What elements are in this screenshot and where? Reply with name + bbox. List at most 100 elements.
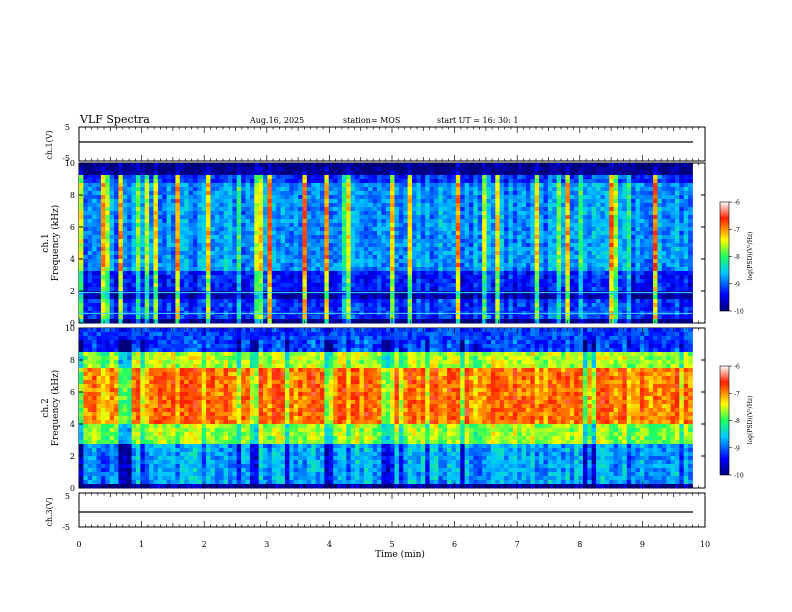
spectrogram-cell [302,263,308,268]
spectrogram-cell [127,243,132,248]
spectrogram-cell [674,195,680,200]
spectrogram-cell [258,163,264,168]
spectrogram-cell [385,167,391,172]
spectrogram-cell [184,191,189,196]
spectrogram-cell [486,219,492,224]
spectrogram-cell [455,203,461,208]
spectrogram-cell [271,191,277,196]
spectrogram-cell [232,163,238,168]
spectrogram-cell [674,275,680,280]
spectrogram-cell [192,163,198,168]
spectrogram-cell [179,203,185,208]
spectrogram-cell [688,291,693,296]
spectrogram-cell [412,239,417,244]
spectrogram-cell [363,167,369,172]
spectrogram-cell [381,183,387,188]
spectrogram-cell [512,175,518,180]
spectrogram-cell [131,283,137,288]
spectrogram-cell [648,183,654,188]
spectrogram-cell [245,239,251,244]
spectrogram-cell [653,211,658,216]
spectrogram-cell [263,167,268,172]
spectrogram-cell [328,263,334,268]
spectrogram-cell [661,199,667,204]
spectrogram-cell [337,171,343,176]
spectrogram-cell [504,295,509,300]
spectrogram-cell [473,195,479,200]
spectrogram-cell [179,231,185,236]
spectrogram-cell [447,295,452,300]
spectrogram-cell [311,283,317,288]
spectrogram-cell [350,183,356,188]
spectrogram-cell [412,287,417,292]
spectrogram-cell [679,179,685,184]
spectrogram-cell [206,199,211,204]
spectrogram-cell [359,187,365,192]
spectrogram-cell [644,191,650,196]
spectrogram-cell [241,263,246,268]
spectrogram-cell [626,279,632,284]
spectrogram-cell [473,259,479,264]
spectrogram-cell [679,259,685,264]
spectrogram-cell [302,207,308,212]
spectrogram-cell [438,179,444,184]
spectrogram-cell [122,247,128,252]
spectrogram-cell [105,255,111,260]
spectrogram-cell [534,287,540,292]
spectrogram-cell [495,179,501,184]
spectrogram-cell [429,263,435,268]
spectrogram-cell [355,251,360,256]
spectrogram-cell [569,223,575,228]
spectrogram-cell [451,271,457,276]
spectrogram-cell [587,215,593,220]
spectrogram-cell [613,251,619,256]
spectrogram-cell [320,291,325,296]
spectrogram-cell [223,191,229,196]
spectrogram-cell [175,195,181,200]
spectrogram-cell [184,211,189,216]
spectrogram-cell [249,215,255,220]
spectrogram-cell [241,231,246,236]
spectrogram-cell [232,191,238,196]
spectrogram-cell [635,175,641,180]
spectrogram-cell [438,291,444,296]
spectrogram-cell [490,247,496,252]
spectrogram-cell [359,283,365,288]
spectrogram-cell [144,195,150,200]
spectrogram-cell [547,191,553,196]
spectrogram-cell [495,275,501,280]
spectrogram-cell [569,203,575,208]
spectrogram-cell [596,255,601,260]
spectrogram-cell [232,287,238,292]
spectrogram-cell [543,247,549,252]
spectrogram-cell [574,183,579,188]
spectrogram-cell [236,215,242,220]
spectrogram-cell [460,291,466,296]
spectrogram-cell [271,243,277,248]
spectrogram-cell [539,223,544,228]
spectrogram-cell [96,211,102,216]
spectrogram-cell [271,167,277,172]
spectrogram-cell [504,167,509,172]
spectrogram-cell [433,283,439,288]
spectrogram-cell [79,183,84,188]
spectrogram-cell [447,207,452,212]
spectrogram-cell [376,175,382,180]
spectrogram-cell [425,235,430,240]
spectrogram-cell [192,267,198,272]
spectrogram-cell [96,179,102,184]
spectrogram-cell [197,259,203,264]
spectrogram-cell [302,171,308,176]
spectrogram-cell [482,215,487,220]
spectrogram-cell [639,171,645,176]
spectrogram-cell [201,219,207,224]
spectrogram-cell [460,287,466,292]
spectrogram-cell [561,163,566,168]
spectrogram-cell [153,219,159,224]
spectrogram-cell [604,251,610,256]
spectrogram-cell [131,271,137,276]
spectrogram-cell [320,191,325,196]
spectrogram-cell [96,243,102,248]
spectrogram-cell [425,207,430,212]
spectrogram-cell [175,227,181,232]
